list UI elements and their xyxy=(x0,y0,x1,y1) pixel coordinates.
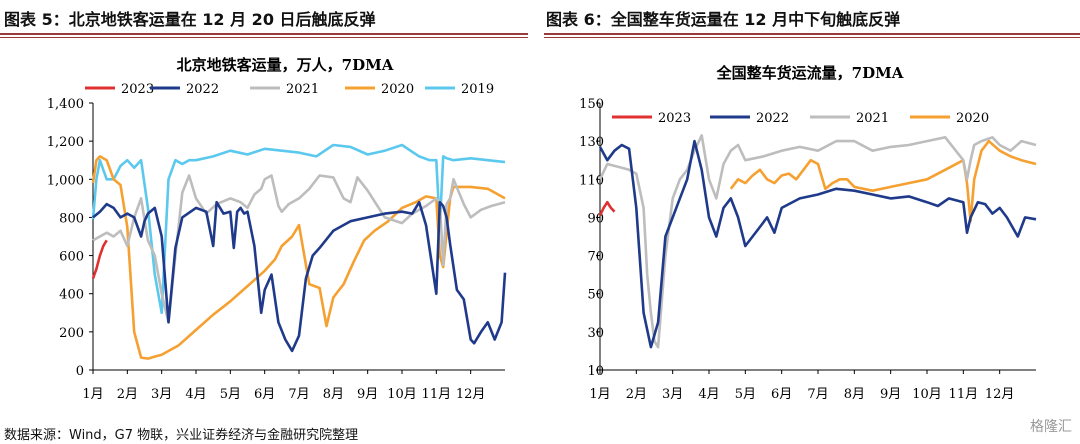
title-rule-right-thin xyxy=(544,37,1080,38)
chart-title: 北京地铁客运量，万人，7DMA xyxy=(177,56,394,74)
x-tick-label: 7月 xyxy=(288,387,309,402)
title-rule-left xyxy=(0,33,528,35)
y-tick-label: 30 xyxy=(587,326,604,341)
series-line-2019 xyxy=(91,143,506,315)
legend-label-2022: 2022 xyxy=(186,82,219,97)
x-tick-label: 8月 xyxy=(323,387,344,402)
x-tick-label: 10月 xyxy=(387,387,417,402)
x-tick-label: 3月 xyxy=(151,387,172,402)
figure-6-title: 图表 6：全国整车货运量在 12 月中下旬触底反弹 xyxy=(546,10,901,29)
legend-label-2021: 2021 xyxy=(286,82,319,97)
x-tick-label: 2月 xyxy=(626,387,647,402)
y-tick-label: 110 xyxy=(579,173,604,188)
y-tick-label: 400 xyxy=(59,288,84,303)
series-line-2023 xyxy=(91,239,108,279)
x-tick-label: 11月 xyxy=(949,387,979,402)
x-tick-label: 10月 xyxy=(912,387,942,402)
series-line-2023 xyxy=(598,200,616,217)
x-tick-label: 4月 xyxy=(698,387,719,402)
y-tick-label: 10 xyxy=(587,364,604,379)
series-line-2021 xyxy=(598,134,1037,349)
y-tick-label: 1,400 xyxy=(47,97,84,112)
y-tick-label: 50 xyxy=(587,288,604,303)
y-tick-label: 70 xyxy=(587,250,604,265)
x-tick-label: 12月 xyxy=(456,387,486,402)
y-tick-label: 130 xyxy=(579,135,604,150)
data-source-footer: 数据来源：Wind，G7 物联，兴业证券经济与金融研究院整理 xyxy=(4,428,359,443)
x-tick-label: 6月 xyxy=(771,387,792,402)
title-rule-left-thin xyxy=(0,37,528,38)
legend-label-2019: 2019 xyxy=(461,82,494,97)
series-line-2020 xyxy=(729,139,1037,223)
x-tick-label: 5月 xyxy=(220,387,241,402)
series-line-2021 xyxy=(92,174,506,324)
y-tick-label: 150 xyxy=(579,97,604,112)
legend-label-2020: 2020 xyxy=(381,82,414,97)
y-tick-label: 1,000 xyxy=(47,173,84,188)
legend-label-2023: 2023 xyxy=(121,82,154,97)
y-tick-label: 200 xyxy=(59,326,84,341)
series-line-2022 xyxy=(598,139,1037,349)
x-tick-label: 9月 xyxy=(357,387,378,402)
legend-label-2022: 2022 xyxy=(756,111,789,126)
x-tick-label: 5月 xyxy=(735,387,756,402)
x-tick-label: 2月 xyxy=(117,387,138,402)
y-tick-label: 0 xyxy=(76,364,84,379)
legend-label-2023: 2023 xyxy=(658,111,691,126)
x-tick-label: 4月 xyxy=(185,387,206,402)
legend-label-2021: 2021 xyxy=(856,111,889,126)
y-tick-label: 600 xyxy=(59,250,84,265)
x-tick-label: 11月 xyxy=(422,387,452,402)
chart-title: 全国整车货运流量，7DMA xyxy=(716,64,904,82)
x-tick-label: 1月 xyxy=(82,387,103,402)
watermark-logo: 格隆汇 xyxy=(1030,419,1072,435)
x-tick-label: 9月 xyxy=(880,387,901,402)
x-tick-label: 1月 xyxy=(589,387,610,402)
x-tick-label: 8月 xyxy=(844,387,865,402)
x-tick-label: 3月 xyxy=(662,387,683,402)
legend-label-2020: 2020 xyxy=(956,111,989,126)
y-tick-label: 1,200 xyxy=(47,135,84,150)
x-tick-label: 7月 xyxy=(807,387,828,402)
x-tick-label: 6月 xyxy=(254,387,275,402)
title-rule-right xyxy=(544,33,1080,35)
figure-5-title: 图表 5：北京地铁客运量在 12 月 20 日后触底反弹 xyxy=(4,10,376,29)
y-tick-label: 800 xyxy=(59,211,84,226)
series-line-2022 xyxy=(92,200,507,353)
x-tick-label: 12月 xyxy=(985,387,1015,402)
